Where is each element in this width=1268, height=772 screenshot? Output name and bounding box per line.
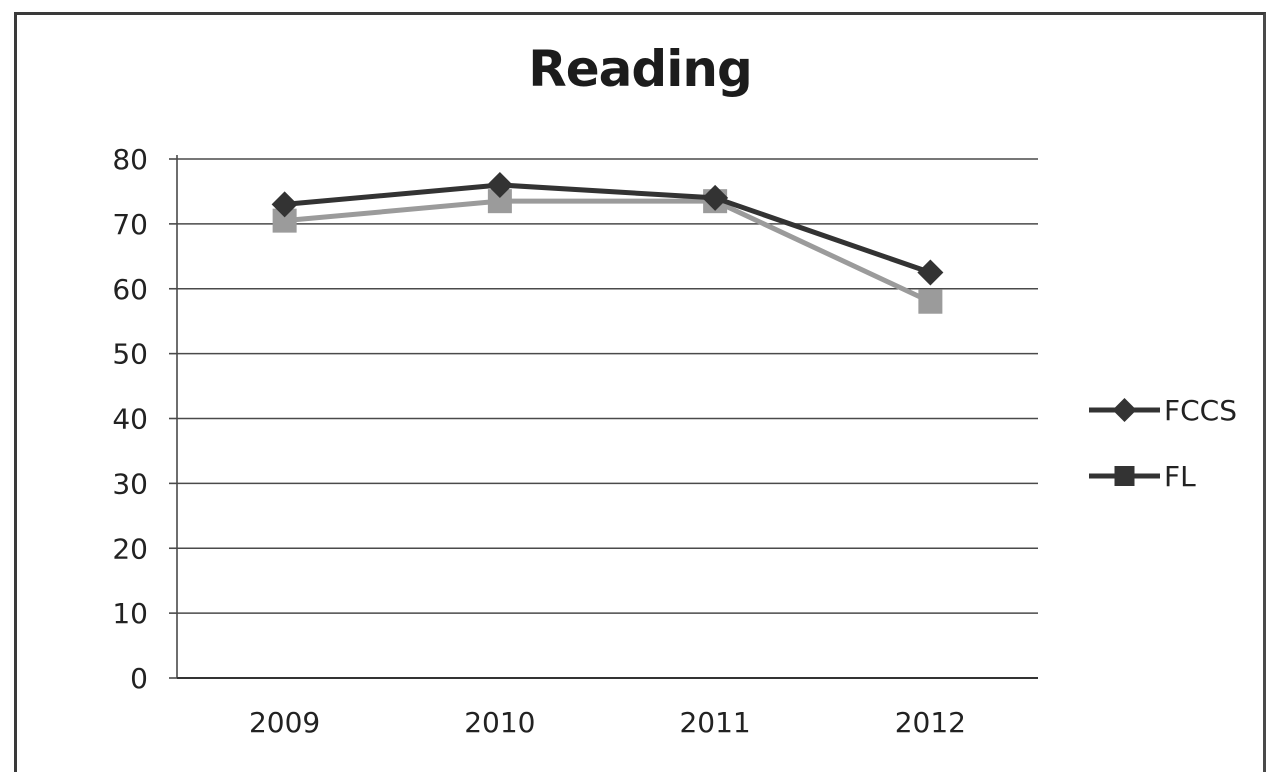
legend-label: FCCS	[1164, 394, 1237, 427]
y-tick-label: 80	[112, 143, 148, 176]
x-tick-label: 2010	[464, 706, 535, 739]
data-point-fccs	[917, 259, 944, 286]
y-tick-label: 40	[112, 403, 148, 436]
x-tick-label: 2012	[895, 706, 966, 739]
series-line-fl	[284, 198, 932, 304]
y-tick-label: 0	[130, 662, 148, 695]
chart-title: Reading	[528, 40, 752, 98]
y-tick-label: 20	[112, 532, 148, 565]
x-tick-label: 2009	[249, 706, 320, 739]
legend-marker-fl	[1114, 466, 1135, 486]
y-tick-label: 50	[112, 338, 148, 371]
y-tick-label: 30	[112, 467, 148, 500]
series-line-fccs	[284, 182, 932, 275]
data-point-fccs	[271, 191, 298, 218]
data-point-fccs	[702, 184, 729, 211]
y-tick-label: 10	[112, 597, 148, 630]
x-tick-label: 2011	[679, 706, 750, 739]
data-point-fccs	[486, 171, 513, 198]
legend-marker-fccs	[1112, 398, 1137, 422]
chart-frame	[14, 12, 1266, 772]
legend-label: FL	[1164, 460, 1196, 493]
data-point-fl	[918, 289, 943, 314]
y-tick-label: 70	[112, 208, 148, 241]
y-tick-label: 60	[112, 273, 148, 306]
